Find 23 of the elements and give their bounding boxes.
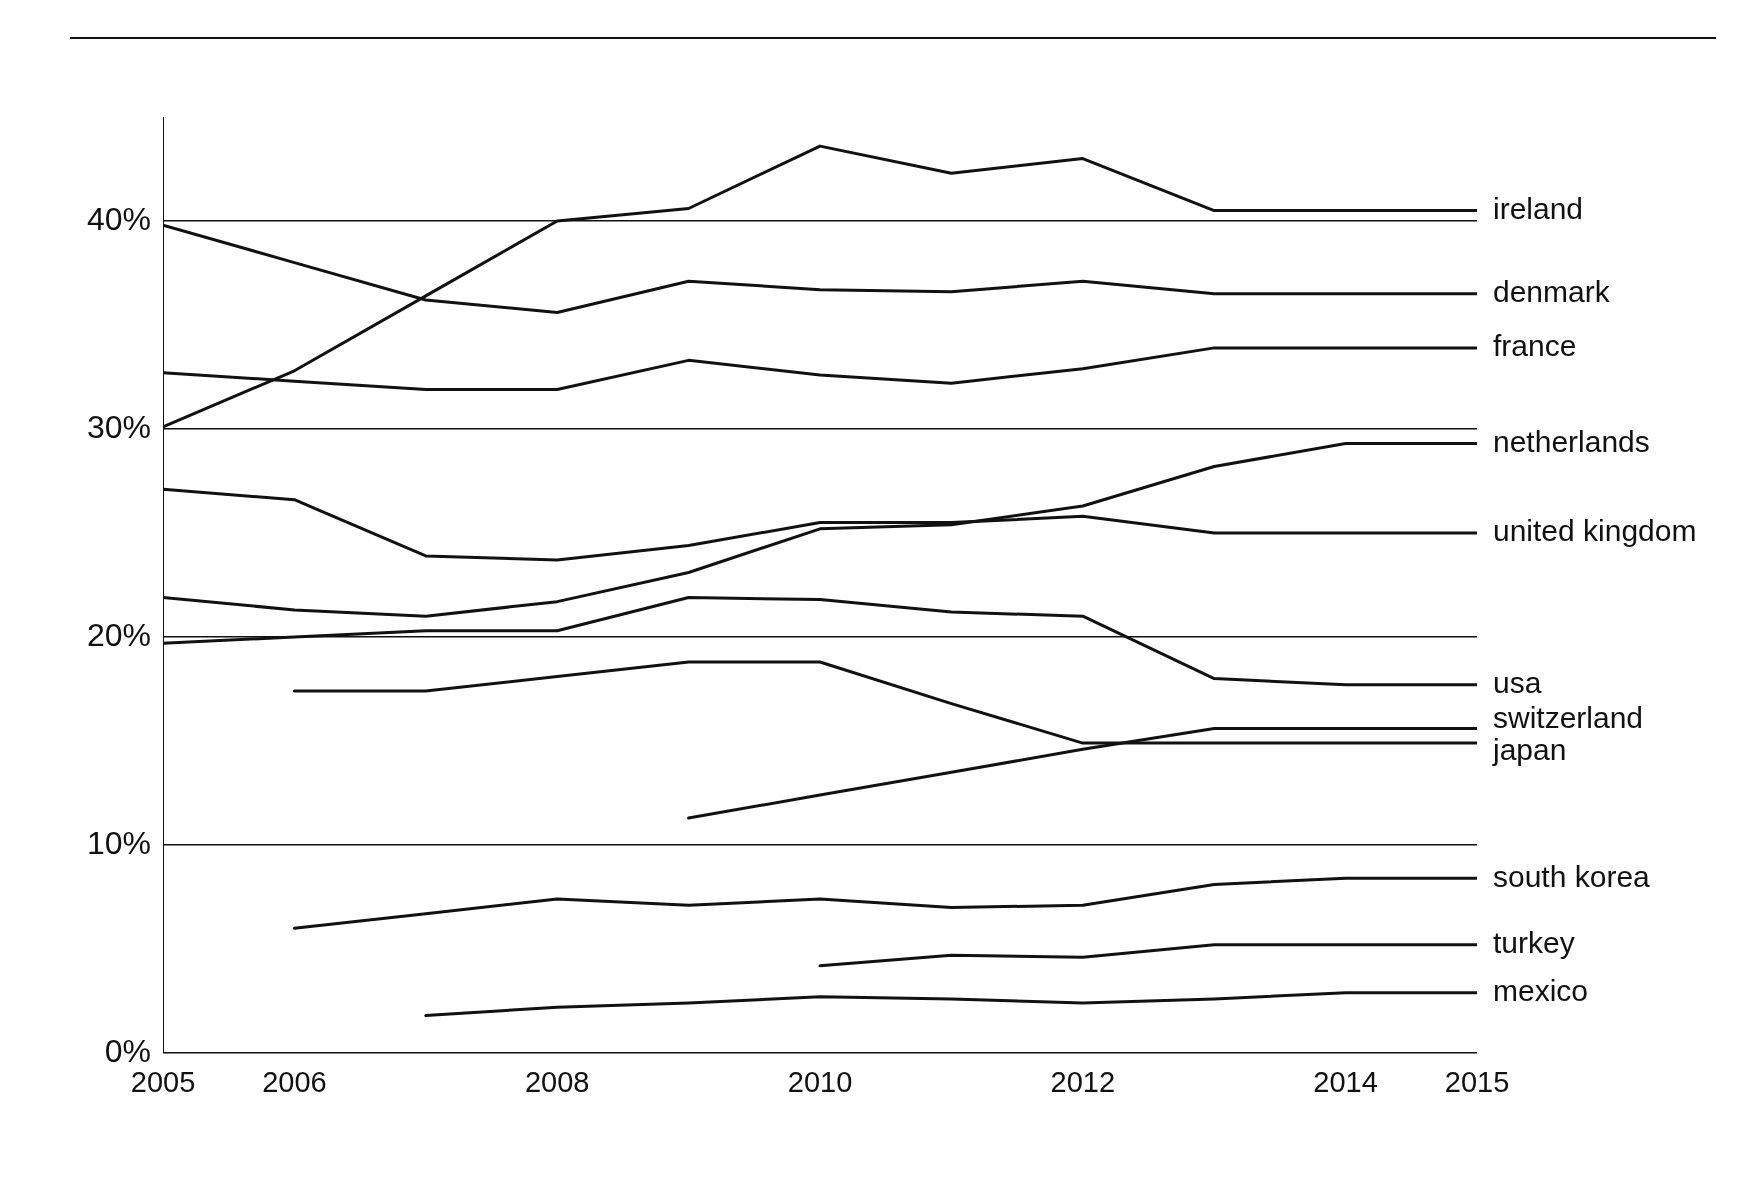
series-label: switzerland bbox=[1493, 701, 1644, 735]
x-tick-label: 2005 bbox=[130, 1066, 196, 1099]
x-tick-label: 2008 bbox=[524, 1066, 590, 1099]
series-label: ireland bbox=[1493, 191, 1584, 225]
series-label: united kingdom bbox=[1493, 514, 1697, 548]
series-label: netherlands bbox=[1493, 424, 1650, 458]
x-tick-label: 2012 bbox=[1050, 1066, 1116, 1099]
series-label: denmark bbox=[1493, 275, 1611, 309]
series-label: france bbox=[1493, 329, 1577, 363]
y-tick-label: 30% bbox=[86, 408, 151, 445]
x-tick-label: 2006 bbox=[262, 1066, 327, 1099]
series-label: turkey bbox=[1493, 926, 1575, 960]
series-label: south korea bbox=[1493, 859, 1651, 893]
y-tick-label: 10% bbox=[86, 824, 151, 861]
x-tick-label: 2010 bbox=[787, 1066, 853, 1099]
x-tick-label: 2014 bbox=[1313, 1066, 1378, 1099]
y-tick-label: 40% bbox=[86, 200, 151, 237]
series-label: usa bbox=[1493, 666, 1542, 700]
x-tick-label: 2015 bbox=[1444, 1066, 1510, 1099]
series-label: mexico bbox=[1493, 973, 1589, 1007]
series-label: japan bbox=[1492, 733, 1567, 767]
y-tick-label: 20% bbox=[86, 616, 151, 653]
y-tick-label: 0% bbox=[104, 1032, 151, 1069]
